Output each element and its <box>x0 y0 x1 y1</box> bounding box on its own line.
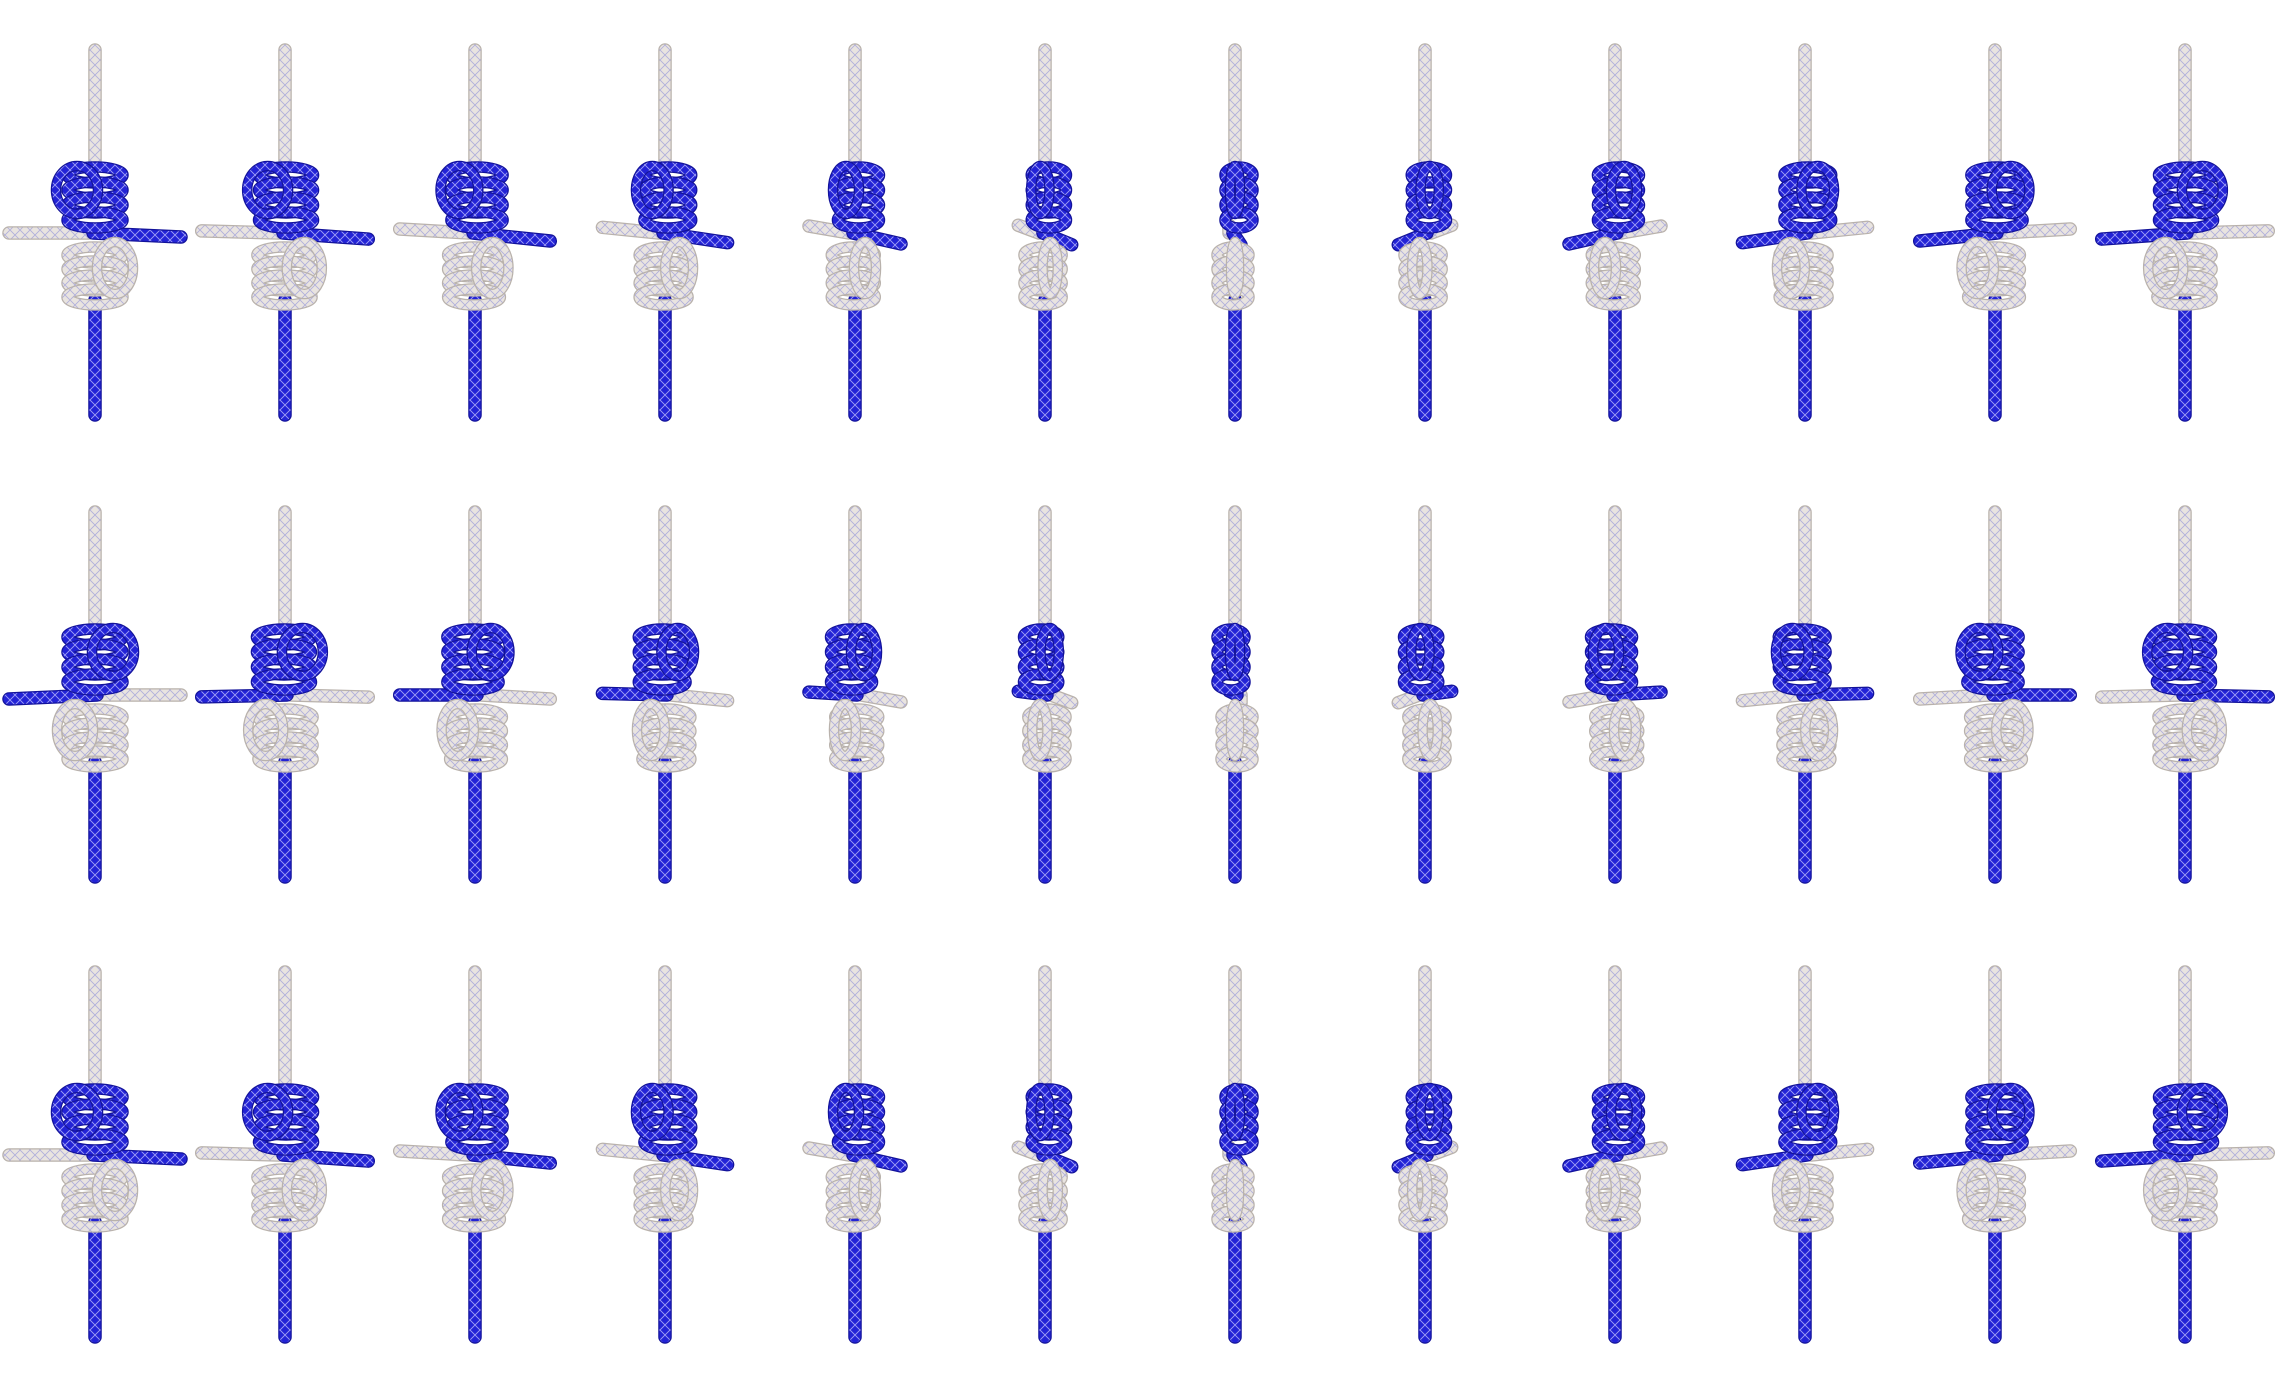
knot-frame-r2-c12 <box>2094 505 2276 884</box>
knot-frame-r3-c8 <box>1391 965 1459 1344</box>
knot-frame-r1-c6 <box>1011 43 1079 422</box>
knot-frame-r2-c9 <box>1562 505 1668 884</box>
knot-frame-r2-c5 <box>802 505 908 884</box>
knot-frame-r2-c6 <box>1011 505 1079 884</box>
knot-frame-r1-c9 <box>1562 43 1668 422</box>
knot-frame-r3-c10 <box>1735 965 1875 1344</box>
knot-frame-r1-c4 <box>595 43 735 422</box>
knot-frame-r1-c2 <box>194 43 376 422</box>
knot-frame-r2-c4 <box>595 505 735 884</box>
knot-frame-r3-c7 <box>1211 965 1259 1344</box>
knot-frame-r1-c8 <box>1391 43 1459 422</box>
knot-frame-r1-c1 <box>2 43 188 422</box>
knot-frame-r3-c1 <box>2 965 188 1344</box>
knot-frame-r2-c2 <box>194 505 376 884</box>
knot-frame-r3-c9 <box>1562 965 1668 1344</box>
knot-frame-r2-c3 <box>392 505 558 884</box>
knot-frame-r1-c12 <box>2094 43 2276 422</box>
knot-frame-r3-c12 <box>2094 965 2276 1344</box>
knot-frame-r2-c10 <box>1735 505 1875 884</box>
knot-frame-r2-c8 <box>1391 505 1459 884</box>
knot-frame-r1-c3 <box>392 43 558 422</box>
knot-frame-r1-c11 <box>1912 43 2078 422</box>
knot-frame-r1-c7 <box>1211 43 1259 422</box>
knot-frame-r2-c1 <box>2 505 188 884</box>
knot-frame-r1-c10 <box>1735 43 1875 422</box>
knot-frame-r3-c5 <box>802 965 908 1344</box>
knot-frame-r3-c6 <box>1011 965 1079 1344</box>
knot-frame-r3-c11 <box>1912 965 2078 1344</box>
knot-frame-r1-c5 <box>802 43 908 422</box>
knot-frame-r3-c4 <box>595 965 735 1344</box>
knot-frame-r3-c2 <box>194 965 376 1344</box>
knot-frame-r2-c7 <box>1211 505 1259 884</box>
knot-frame-r2-c11 <box>1912 505 2078 884</box>
knot-frame-r3-c3 <box>392 965 558 1344</box>
